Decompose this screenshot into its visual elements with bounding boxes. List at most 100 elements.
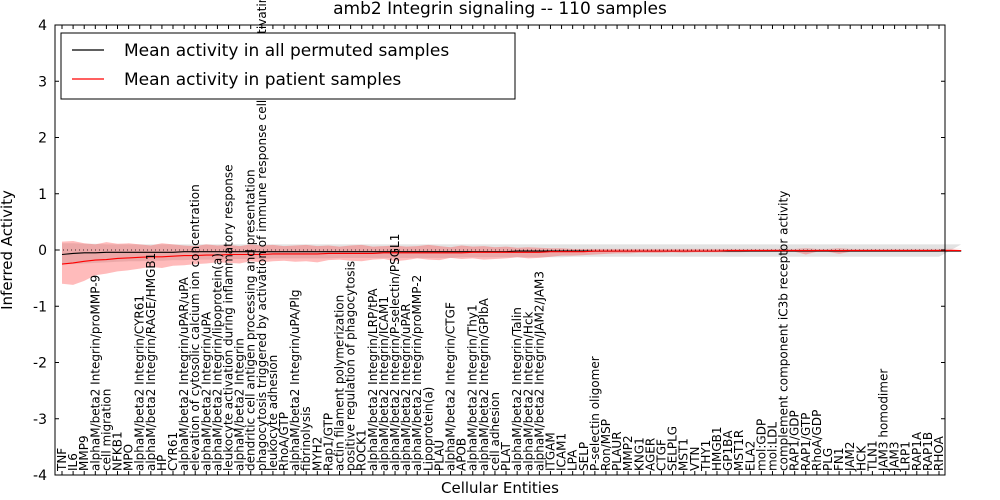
x-category-label: RAP1B (921, 432, 935, 471)
x-category-label: alphaM/beta2 Integrin/Hck (521, 311, 535, 471)
series-line-mean-activity-in-patient-samples (61, 250, 962, 265)
x-category-label: alphaM/beta2 Integrin/CTGF (444, 302, 458, 471)
x-category-label: actin filament polymerization (333, 295, 347, 471)
x-category-label: fibrinolysis (299, 406, 313, 471)
x-category-label: TLN1 (865, 440, 879, 472)
x-category-label: alphaM/beta2 Integrin/proMMP-9 (88, 275, 102, 471)
x-category-label: alphaM/beta2 Integrin/GPIbA (477, 297, 491, 471)
x-category-label: THY1 (699, 440, 713, 472)
x-category-label: MST1R (732, 430, 746, 471)
x-category-label: HCK (854, 445, 868, 471)
x-category-label: JAM3 (888, 441, 902, 472)
x-category-label: CYR61 (166, 432, 180, 471)
x-category-label: cell adhesion (488, 392, 502, 471)
x-category-label: JAM3 homodimer (877, 369, 891, 472)
x-category-label: SELP (577, 442, 591, 471)
x-category-label: alphaM/beta2 Integrin/uPA/Plg (288, 290, 302, 471)
x-category-label: cell migration (99, 389, 113, 471)
x-category-label: alphaM/beta2 Integrin (233, 338, 247, 471)
x-category-label: VTN (688, 446, 702, 471)
x-category-label: AGER (643, 438, 657, 471)
y-tick-label: 2 (38, 131, 47, 147)
x-category-label: HP (155, 455, 169, 471)
x-category-label: dendritic cell antigen processing and pr… (244, 169, 258, 471)
x-category-label: complement component iC3b receptor activ… (777, 191, 791, 471)
x-category-label: MMP2 (621, 435, 635, 471)
x-category-label: PLG (821, 448, 835, 471)
x-category-label: mol:LDL (766, 422, 780, 471)
x-category-label: MYH2 (310, 437, 324, 471)
x-category-label: alphaM/beta2 Integrin/ICAM1 (377, 296, 391, 471)
x-category-label: RAP1/GTP (799, 413, 813, 471)
x-category-label: MST1 (677, 438, 691, 471)
y-tick-label: -3 (33, 412, 47, 428)
y-axis-ticks: -4 -3 -2 -1 0 1 2 3 4 (33, 18, 945, 484)
x-category-label: RHOA (932, 435, 946, 471)
x-category-label: LPA (566, 449, 580, 471)
x-category-label: alphaM/beta2 Integrin/uPAR/uPA (177, 276, 191, 471)
x-category-label: ITGAM (544, 432, 558, 471)
x-category-label: alphaM/beta2 Integrin/LRP/tPA (366, 288, 380, 471)
legend: Mean activity in all permuted samples Me… (60, 32, 516, 100)
x-category-label: mol:GDP (754, 419, 768, 471)
x-category-label: elevation of cytosolic calcium ion conce… (188, 184, 202, 471)
x-category-label: alphaM/beta2 Integrin/proMMP-2 (410, 275, 424, 471)
x-category-label: NFKB1 (111, 431, 125, 471)
x-category-label: P-selectin oligomer (588, 356, 602, 471)
x-category-label: LRP1 (899, 441, 913, 471)
x-axis-label: Cellular Entities (441, 479, 559, 497)
legend-box (60, 32, 516, 100)
x-category-label: RAP1/GDP (788, 410, 802, 471)
y-tick-label: -2 (33, 356, 47, 372)
y-tick-label: 3 (38, 74, 47, 90)
x-category-label: positive regulation of phagocytosis (344, 261, 358, 471)
y-tick-label: 0 (38, 243, 47, 259)
x-category-label: alphaM/beta2 Integrin/JAM2/JAM3 (532, 271, 546, 471)
x-category-label: KNG1 (632, 437, 646, 471)
x-category-label: PLAU (432, 440, 446, 471)
x-category-label: ROCK1 (355, 429, 369, 471)
x-category-label: FN1 (832, 447, 846, 471)
x-category-label: alphaM/beta2 Integrin/uPAR (399, 303, 413, 471)
legend-label-patient: Mean activity in patient samples (124, 70, 401, 90)
y-tick-label: 1 (38, 187, 47, 203)
x-category-label: alphaM/beta2 Integrin/RAGE/HMGB1 (144, 253, 158, 471)
x-category-label: alphaM/beta2 Integrin/uPA (199, 311, 213, 471)
plot-frame (54, 24, 946, 476)
y-axis-label: Inferred Activity (0, 190, 16, 310)
x-category-label: MMP9 (77, 435, 91, 471)
legend-label-permuted: Mean activity in all permuted samples (124, 41, 449, 61)
x-category-label: Ron/MSP (599, 419, 613, 471)
x-category-label: alphaM/beta2 Integrin/P-selectin/PSGL1 (388, 234, 402, 471)
x-category-label: IL6 (66, 453, 80, 471)
x-category-label: RhoA/GDP (810, 410, 824, 471)
y-tick-label: 4 (38, 18, 47, 34)
x-category-label: ICAM1 (555, 433, 569, 471)
series-lines (55, 249, 962, 265)
chart-title: amb2 Integrin signaling -- 110 samples (333, 0, 667, 19)
x-category-label: HMGB1 (710, 426, 724, 471)
x-category-label: phagocytosis triggered by activation of … (255, 0, 269, 471)
x-category-label: PLAT (499, 442, 513, 471)
x-category-label: MPO (122, 444, 136, 471)
x-category-label: alphaM/beta2 Integrin/Talin (510, 307, 524, 471)
x-category-label: RhoA/GTP (277, 412, 291, 471)
x-category-label: TNF (55, 448, 69, 472)
x-category-label: GP1BA (721, 430, 735, 471)
x-category-label: Rap1/GTP (321, 413, 335, 471)
x-category-label: APOB (455, 438, 469, 471)
x-category-label: JAM2 (843, 441, 857, 472)
x-category-label: RAP1A (910, 431, 924, 471)
x-category-label: ELA2 (743, 441, 757, 471)
x-category-label: leukocyte activation during inflammatory… (222, 164, 236, 471)
x-category-label: CTGF (655, 439, 669, 471)
x-axis-ticks (61, 25, 940, 475)
y-tick-label: -4 (33, 468, 47, 484)
y-tick-label: -1 (33, 299, 47, 315)
x-category-label: PLAUR (610, 431, 624, 471)
x-category-label: Lipoprotein(a) (421, 387, 435, 471)
x-category-label: leukocyte adhesion (266, 355, 280, 471)
x-category-label: alphaM/beta2 Integrin/CYR61 (133, 295, 147, 471)
